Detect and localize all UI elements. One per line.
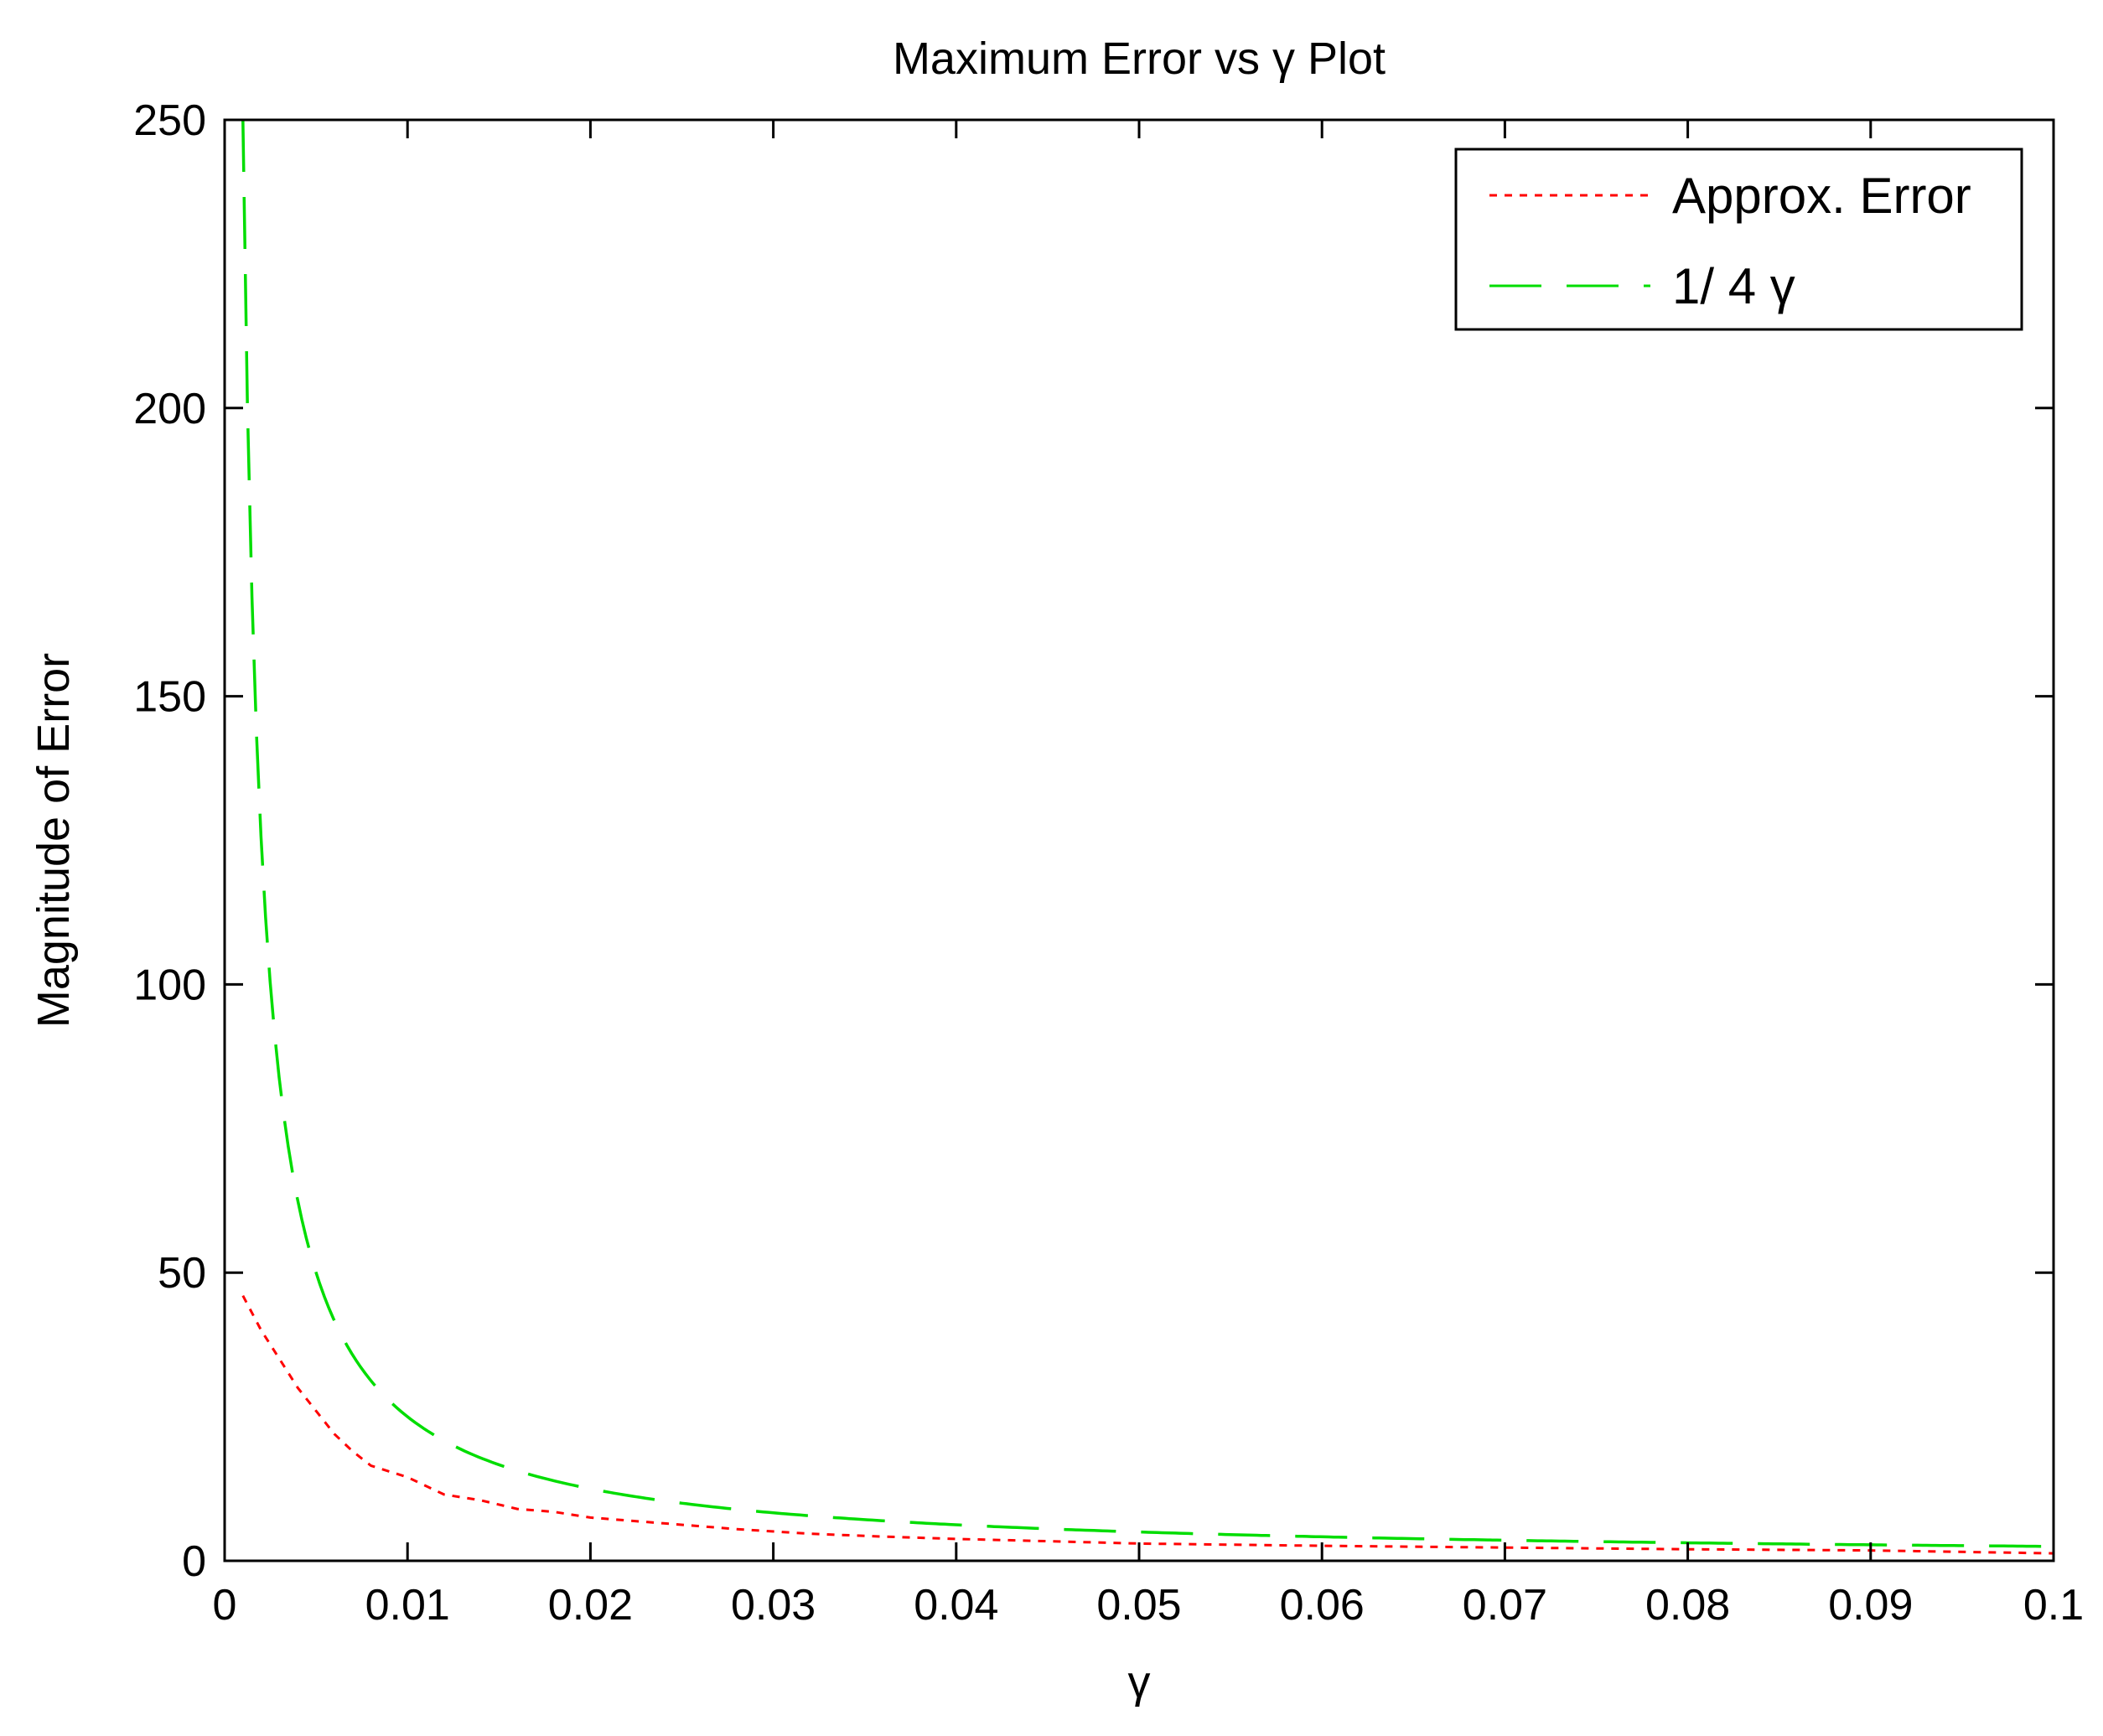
y-tick-label: 150 <box>133 673 206 722</box>
chart-title: Maximum Error vs γ Plot <box>893 34 1386 84</box>
x-tick-label: 0.06 <box>1280 1581 1365 1630</box>
y-tick-label: 0 <box>182 1537 206 1586</box>
plot-area <box>223 118 2055 1562</box>
plot-lines <box>241 120 2054 1555</box>
y-tick-label: 50 <box>158 1249 206 1298</box>
series-line-1 <box>241 120 2054 1548</box>
x-tick-label: 0.08 <box>1645 1581 1730 1630</box>
y-axis-label: Magnitude of Error <box>28 653 79 1028</box>
x-tick-label: 0.07 <box>1463 1581 1547 1630</box>
x-tick-label: 0.09 <box>1828 1581 1913 1630</box>
x-axis-label: γ <box>1128 1657 1151 1707</box>
axes-ticks <box>223 118 2055 1562</box>
legend-box <box>1454 148 2023 331</box>
x-tick-label: 0.04 <box>914 1581 998 1630</box>
y-tick-label: 100 <box>133 961 206 1009</box>
x-tick-label: 0.05 <box>1096 1581 1181 1630</box>
series-line-0 <box>241 1294 2054 1555</box>
x-tick-label: 0 <box>213 1581 237 1630</box>
legend-label-approx-error: Approx. Error <box>1672 168 1971 224</box>
x-tick-label: 0.1 <box>2023 1581 2084 1630</box>
x-tick-label: 0.01 <box>365 1581 450 1630</box>
legend-label-inverse-gamma: 1/ 4 γ <box>1672 258 1795 314</box>
x-tick-labels: 0 0.01 0.02 0.03 0.04 0.05 0.06 0.07 0.08 0.09 0.1 <box>213 1581 2085 1630</box>
x-tick-label: 0.02 <box>548 1581 633 1630</box>
y-tick-label: 250 <box>133 96 206 145</box>
y-tick-labels: 0 50 100 150 200 250 <box>133 96 206 1586</box>
y-tick-label: 200 <box>133 385 206 433</box>
legend: Approx. Error 1/ 4 γ <box>1454 148 2023 331</box>
x-tick-label: 0.03 <box>731 1581 816 1630</box>
